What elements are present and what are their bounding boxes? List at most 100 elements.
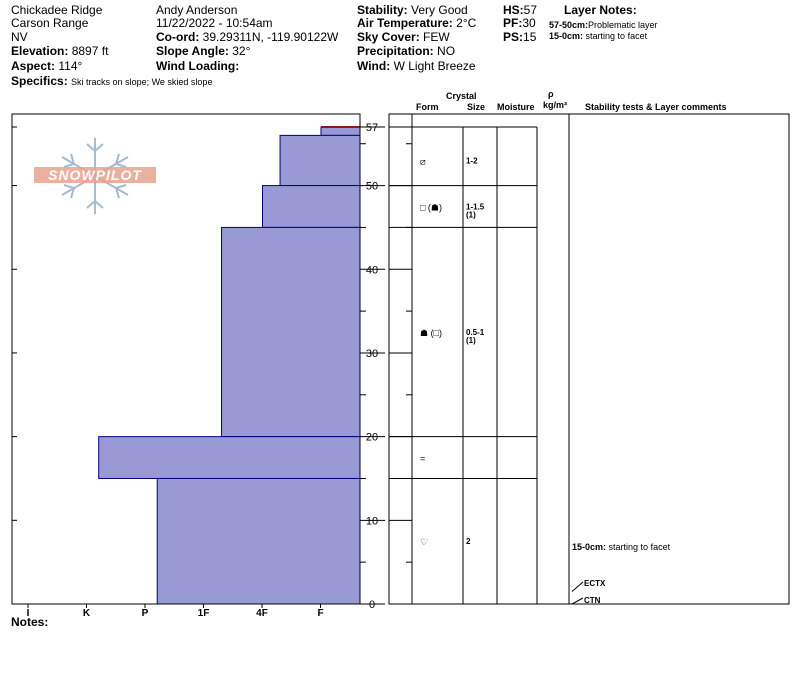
hardness-bar xyxy=(320,126,361,136)
hardness-bar xyxy=(98,436,361,479)
state-name: NV xyxy=(11,30,28,44)
observer-name: Andy Anderson xyxy=(156,3,238,17)
precipitation: Precipitation: NO xyxy=(357,45,455,58)
specifics: Specifics: Ski tracks on slope; We skied… xyxy=(11,75,212,89)
ps: PS:15 xyxy=(503,31,536,44)
crystal-size-secondary: (1) xyxy=(466,211,476,220)
y-tick-label: 10 xyxy=(366,515,378,527)
aspect-label: Aspect: xyxy=(11,59,56,73)
coord-value: 39.29311N, -119.90122W xyxy=(202,30,339,44)
elevation: Elevation: 8897 ft xyxy=(11,45,108,58)
slope-value: 32° xyxy=(232,44,251,58)
hs-value: 57 xyxy=(523,3,538,17)
stability-label: Stability: xyxy=(357,3,408,17)
crystal-form: ☗ (□) xyxy=(420,328,442,338)
crystal-form: ♡ xyxy=(420,537,428,547)
wind: Wind: W Light Breeze xyxy=(357,60,476,73)
crystal-size: 0.5-1 xyxy=(466,328,485,337)
aspect-value: 114° xyxy=(58,59,83,73)
sky-cover: Sky Cover: FEW xyxy=(357,31,450,44)
air-temperature: Air Temperature: 2°C xyxy=(357,17,476,30)
wind-value: W Light Breeze xyxy=(393,59,476,73)
density-header: kg/m³ xyxy=(543,100,568,110)
hardness-bar xyxy=(279,134,361,187)
precip-label: Precipitation: xyxy=(357,44,434,58)
snowpilot-logo: SNOWPILOT xyxy=(34,136,156,216)
crystal-form: ⧄ xyxy=(420,156,426,166)
range-name: Carson Range xyxy=(11,16,89,30)
stability-comment-text: starting to facet xyxy=(608,542,671,552)
crystal-size: 2 xyxy=(466,537,471,546)
stability-test-ectx: ECTX xyxy=(584,579,606,588)
hardness-bar xyxy=(262,185,361,228)
observation-datetime: 11/22/2022 - 10:54am xyxy=(156,16,273,30)
layer-note: 57-50cm:Problematic layer xyxy=(549,19,658,32)
crystal-size: 1-1.5 xyxy=(466,203,485,212)
coord-label: Co-ord: xyxy=(156,30,200,44)
rho-header: ρ xyxy=(548,89,554,99)
x-tick-label: K xyxy=(83,608,91,619)
layer-note-range: 15-0cm: xyxy=(549,31,584,41)
wind-label: Wind: xyxy=(357,59,391,73)
air-temp-value: 2°C xyxy=(456,16,477,30)
crystal-header: Crystal xyxy=(446,91,477,101)
pf-value: 30 xyxy=(522,16,536,30)
layer-notes-title: Layer Notes: xyxy=(564,3,637,17)
slope-angle: Slope Angle: 32° xyxy=(156,45,250,58)
size-header: Size xyxy=(467,102,486,112)
stability-test-ctn: CTN xyxy=(584,596,601,605)
hs-label: HS: xyxy=(503,3,524,17)
y-tick-label: 30 xyxy=(366,348,378,360)
y-tick-label: 20 xyxy=(366,432,378,444)
precip-value: NO xyxy=(437,44,456,58)
stability-comment-range: 15-0cm: xyxy=(572,542,607,552)
crystal-form: □ (☗) xyxy=(420,203,442,213)
x-tick-label: I xyxy=(27,608,30,619)
specifics-value: Ski tracks on slope; We skied slope xyxy=(71,77,213,87)
notes-label: Notes: xyxy=(11,615,49,629)
x-tick-label: F xyxy=(317,608,323,619)
hardness-bar xyxy=(221,226,361,438)
layer-note-text: Problematic layer xyxy=(588,20,658,30)
ps-label: PS: xyxy=(503,30,524,44)
logo-text: SNOWPILOT xyxy=(34,167,156,183)
x-tick-label: P xyxy=(142,608,149,619)
crystal-size: 1-2 xyxy=(466,156,478,165)
ps-value: 15 xyxy=(523,30,537,44)
stability-test-pointer xyxy=(571,581,584,592)
y-tick-label: 57 xyxy=(366,122,378,134)
location-name: Chickadee Ridge xyxy=(11,3,103,17)
hardness-bar xyxy=(156,477,361,605)
crystal-form: = xyxy=(420,454,425,464)
pf-label: PF: xyxy=(503,16,523,30)
sky-label: Sky Cover: xyxy=(357,30,420,44)
x-tick-label: 4F xyxy=(256,608,268,619)
wind-loading: Wind Loading: xyxy=(156,60,239,73)
air-temp-label: Air Temperature: xyxy=(357,16,453,30)
slope-label: Slope Angle: xyxy=(156,44,229,58)
aspect: Aspect: 114° xyxy=(11,60,82,73)
stability-comment: 15-0cm: starting to facet xyxy=(572,541,670,554)
y-tick-label: 50 xyxy=(366,181,378,193)
pf: PF:30 xyxy=(503,17,536,30)
plot-frame xyxy=(11,113,361,605)
hs: HS:57 xyxy=(503,4,537,17)
specifics-label: Specifics: xyxy=(11,74,68,88)
layer-note-text: starting to facet xyxy=(585,31,648,41)
stability-value: Very Good xyxy=(411,3,468,17)
form-header: Form xyxy=(416,102,439,112)
stability-test-pointer xyxy=(571,597,584,605)
wind-loading-label: Wind Loading: xyxy=(156,59,240,73)
elevation-label: Elevation: xyxy=(11,44,69,58)
layer-note-range: 57-50cm: xyxy=(549,20,589,30)
stability: Stability: Very Good xyxy=(357,4,468,17)
y-tick-label: 0 xyxy=(369,599,375,611)
y-tick-label: 40 xyxy=(366,264,378,276)
stability-comments-header: Stability tests & Layer comments xyxy=(585,102,727,112)
layer-note: 15-0cm: starting to facet xyxy=(549,30,647,43)
elevation-value: 8897 ft xyxy=(71,44,109,58)
crystal-size-secondary: (1) xyxy=(466,336,476,345)
table-frame xyxy=(388,113,790,605)
coordinates: Co-ord: 39.29311N, -119.90122W xyxy=(156,31,338,44)
x-tick-label: 1F xyxy=(198,608,210,619)
